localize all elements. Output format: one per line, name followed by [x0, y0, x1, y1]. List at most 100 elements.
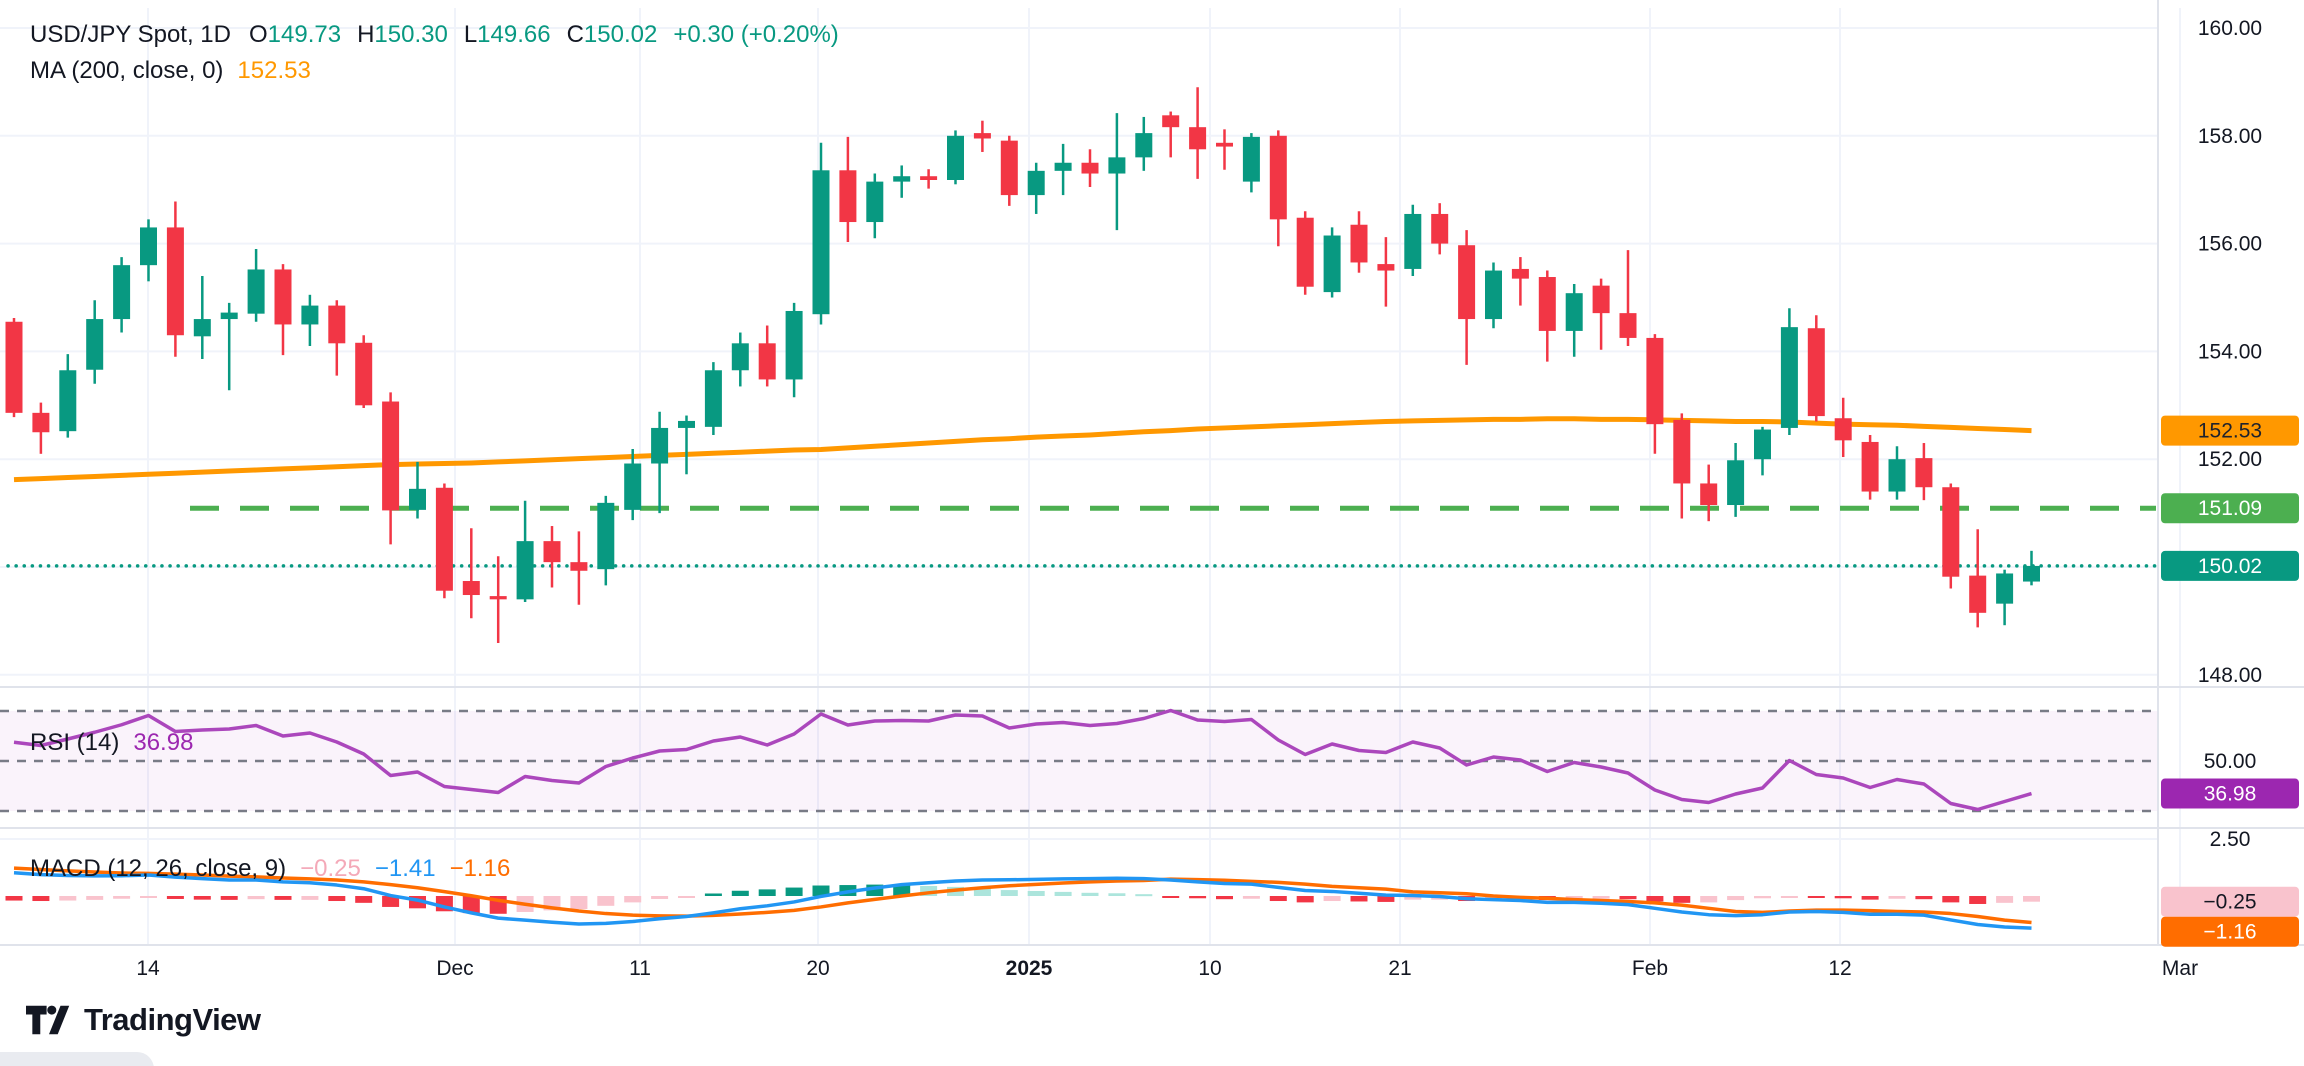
candle-body	[301, 305, 319, 325]
macd-hist-bar	[2023, 896, 2040, 902]
candle-body	[1700, 483, 1718, 506]
tradingview-logo[interactable]: TradingView	[26, 1002, 261, 1038]
macd-hist-bar	[1727, 896, 1745, 901]
candle-body	[1189, 127, 1207, 150]
macd-hist-bar	[1915, 896, 1933, 900]
macd-hist-bar	[1162, 896, 1180, 898]
candle-body	[355, 342, 373, 406]
macd-hist-bar	[1619, 896, 1637, 900]
candle-body	[1511, 268, 1529, 279]
macd-hist-bar	[1996, 896, 2014, 903]
macd-hist-bar	[1780, 896, 1798, 898]
time-axis-label: 10	[1198, 957, 1221, 980]
ma-label: MA (200, close, 0)	[30, 57, 224, 84]
candle-body	[1780, 327, 1798, 428]
macd-hist-bar	[1000, 890, 1018, 896]
macd-label: MACD (12, 26, close, 9)	[30, 855, 287, 882]
candle-body	[1027, 170, 1045, 196]
macd-hist-bar	[651, 896, 669, 899]
macd-hist-bar	[785, 887, 803, 896]
macd-hist-bar	[247, 896, 265, 900]
macd-hist-bar	[1242, 896, 1260, 899]
candle-body	[32, 412, 50, 433]
candle-body	[1942, 487, 1960, 577]
candle-body	[1054, 162, 1072, 171]
time-axis-label: Feb	[1632, 957, 1668, 980]
price-axis-label: 154.00	[2198, 340, 2262, 363]
price-badge-bg	[2161, 550, 2299, 581]
rsi-badge-bg	[2161, 778, 2299, 809]
macd-hist-bar	[1565, 896, 1583, 899]
macd-hist-bar	[113, 896, 131, 899]
candle-body	[1269, 135, 1287, 220]
candle-body	[59, 370, 77, 432]
time-axis-label: Dec	[436, 957, 473, 980]
macd-hist-bar	[1216, 896, 1233, 900]
macd-badge-bg	[2161, 886, 2299, 917]
rsi-legend: RSI (14) 36.98	[30, 729, 193, 756]
macd-legend: MACD (12, 26, close, 9) −0.25 −1.41 −1.1…	[30, 855, 511, 882]
candle-body	[678, 420, 695, 428]
candle-body	[435, 487, 453, 591]
macd-hist-bar	[1081, 892, 1099, 896]
macd-hist-bar	[920, 885, 938, 896]
candle-body	[1727, 460, 1745, 506]
candle-body	[947, 135, 964, 180]
time-axis-label: 21	[1388, 957, 1411, 980]
candle-body	[1592, 285, 1610, 314]
macd-hist-bar	[32, 896, 50, 902]
macd-hist-bar	[1700, 896, 1718, 903]
candle-body	[1350, 224, 1368, 263]
time-axis-label: 12	[1828, 957, 1851, 980]
macd-hist-bar	[1807, 896, 1825, 898]
tradingview-logo-text: TradingView	[84, 1002, 261, 1037]
price-axis-label: 160.00	[2198, 17, 2262, 40]
ma200-line	[13, 416, 2032, 483]
macd-hist-bar	[1323, 896, 1341, 902]
candle-body	[785, 310, 803, 380]
macd-hist-bar	[328, 896, 346, 902]
macd-hist-bar	[301, 896, 319, 900]
macd-hist-bar	[893, 884, 911, 896]
macd-hist-bar	[866, 884, 884, 896]
candle-body	[409, 488, 426, 510]
macd-badge-bg	[2161, 916, 2299, 947]
candle-body	[193, 319, 211, 337]
macd-hist-bar	[355, 896, 373, 903]
macd-hist-bar	[678, 896, 695, 898]
candle-body	[1996, 573, 2014, 604]
macd-hist-bar	[1969, 896, 1987, 904]
macd-signal-line	[13, 866, 2032, 925]
macd-hist-bar	[1404, 896, 1422, 900]
macd-hist-bar	[1861, 896, 1879, 900]
ma-value: 152.53	[237, 57, 311, 84]
candle-body	[1377, 264, 1395, 271]
macd-hist-bar	[1135, 894, 1153, 897]
macd-hist-bar	[1754, 896, 1771, 899]
candle-body	[1861, 441, 1879, 492]
price-badge: 151.09	[2198, 497, 2262, 520]
candle-body	[382, 401, 400, 511]
candle-body	[1000, 140, 1018, 196]
macd-signal-value: −1.16	[449, 855, 511, 882]
macd-hist-bar	[1269, 896, 1287, 902]
candle-body	[1807, 328, 1825, 417]
price-badge-bg	[2161, 493, 2299, 524]
change-value: +0.30 (+0.20%)	[673, 21, 839, 48]
candle-body	[597, 502, 615, 570]
rsi-axis-label: 50.00	[2204, 750, 2257, 773]
candle-body	[543, 541, 561, 563]
macd-hist-bar	[812, 885, 830, 896]
candle-body	[1162, 115, 1180, 128]
price-axis-label: 148.00	[2198, 664, 2262, 687]
candle-body	[2023, 565, 2040, 582]
candle-body	[328, 305, 346, 344]
candle-body	[624, 463, 642, 510]
ohlc-low: L149.66	[463, 21, 551, 48]
macd-axis-label: 2.50	[2210, 828, 2251, 851]
price-badge: 150.02	[2198, 555, 2262, 578]
candle-body	[893, 176, 911, 182]
symbol-title: USD/JPY Spot, 1D	[30, 21, 231, 48]
macd-hist-bar	[1673, 896, 1691, 903]
